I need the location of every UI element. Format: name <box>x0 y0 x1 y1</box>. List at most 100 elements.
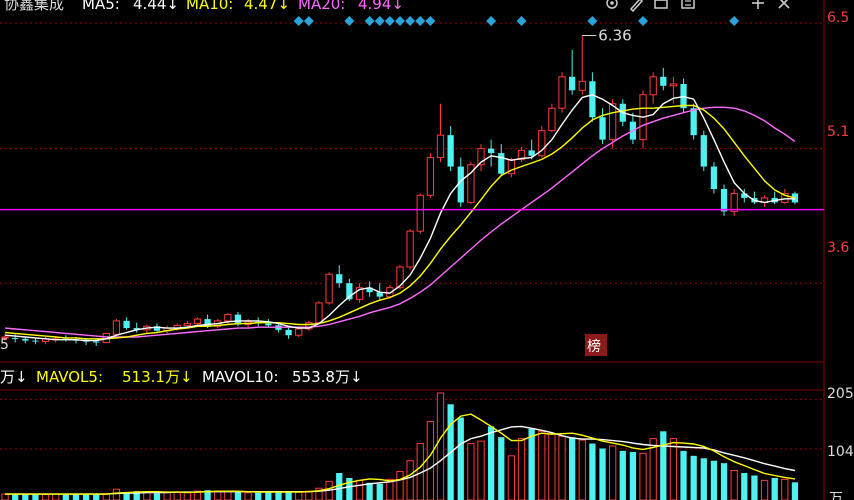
candlestick-series <box>1 35 799 346</box>
volume-bar <box>751 475 758 500</box>
volume-bar <box>700 458 707 500</box>
candle-body <box>599 117 606 140</box>
volume-bar <box>133 491 140 500</box>
candle-body <box>336 274 343 284</box>
candle-body <box>204 319 211 327</box>
candle-body <box>366 287 373 293</box>
volume-tick-label: 104 <box>827 444 854 460</box>
list-icon[interactable] <box>681 0 695 9</box>
candle-body <box>193 318 202 325</box>
volume-bar <box>255 492 262 500</box>
signal-marker-icon <box>729 16 740 26</box>
price-tick-label: 6.5 <box>827 10 849 26</box>
candle-body <box>578 80 586 91</box>
candle-body <box>234 314 242 325</box>
volume-bar <box>366 482 373 500</box>
volume-bar <box>498 437 505 500</box>
volume-bar <box>680 450 687 500</box>
volume-bar <box>22 494 29 500</box>
volume-bar <box>639 452 647 500</box>
candle-body <box>548 107 556 132</box>
high-price-annotation: 6.36 <box>582 27 632 45</box>
candle-body <box>153 326 161 331</box>
moving-average-lines <box>5 94 796 342</box>
volume-bar <box>538 430 546 500</box>
candle-body <box>22 338 29 341</box>
candle-body <box>305 322 313 330</box>
volume-bar <box>619 450 626 500</box>
signal-marker-icon <box>293 16 304 26</box>
candle-body <box>355 287 364 300</box>
volume-average-lines <box>5 413 796 495</box>
candle-body <box>538 130 546 157</box>
candle-body <box>224 314 232 322</box>
candle-body <box>589 81 596 118</box>
stock-name: 协鑫集成 <box>4 0 64 13</box>
ma5-value: 4.44↓ <box>133 0 179 13</box>
signal-marker-icon <box>395 16 405 26</box>
volume-bar <box>224 490 232 500</box>
candle-body <box>295 328 303 336</box>
volume-bar <box>569 437 576 500</box>
ma10-label: MA10: <box>186 0 233 13</box>
volume-bar <box>41 494 50 500</box>
print-icon[interactable] <box>654 0 668 9</box>
ma5-label: MA5: <box>82 0 120 13</box>
candle-body <box>507 158 516 175</box>
volume-bar <box>1 493 9 500</box>
volume-bar <box>669 438 678 500</box>
ranking-badge[interactable]: 榜 <box>585 334 607 356</box>
volume-bar <box>599 448 606 500</box>
candle-body <box>730 192 738 212</box>
volume-bar <box>355 479 364 500</box>
candle-body <box>325 273 333 304</box>
volume-bar <box>112 488 121 500</box>
volume-bar <box>457 417 464 500</box>
candle-body <box>285 329 292 336</box>
candle-body <box>346 283 353 300</box>
volume-bar <box>275 491 282 500</box>
plus-icon[interactable] <box>752 0 764 9</box>
close-icon[interactable] <box>778 0 790 9</box>
candle-body <box>396 266 404 289</box>
candle-body <box>558 76 566 109</box>
signal-marker-icon <box>516 16 527 26</box>
candle-body <box>781 192 789 203</box>
mavol5-value: 513.1万↓ <box>122 368 193 386</box>
candle-body <box>12 337 19 339</box>
volume-bar <box>163 492 171 500</box>
volume-bar <box>214 490 222 500</box>
candle-body <box>315 302 323 324</box>
candle-body <box>649 76 657 96</box>
signal-marker-icon <box>303 16 314 26</box>
candle-body <box>406 230 414 268</box>
volume-bar <box>204 490 211 500</box>
volume-bar <box>488 426 495 500</box>
pen-icon[interactable] <box>629 0 644 13</box>
volume-bar <box>477 440 485 500</box>
volume-bar <box>396 471 404 500</box>
volume-bar <box>285 491 292 500</box>
candle-body <box>690 108 697 136</box>
volume-bar <box>52 493 60 500</box>
mavol10-label: MAVOL10: <box>202 368 279 386</box>
signal-marker-icon <box>405 16 416 26</box>
candle-body <box>457 166 464 203</box>
price-tick-label: 3.6 <box>827 240 849 256</box>
ma20-line <box>5 106 796 338</box>
candle-body <box>467 164 475 203</box>
volume-bar <box>143 492 151 500</box>
volume-bar <box>548 433 556 500</box>
settings-icon[interactable] <box>606 0 618 9</box>
candle-body <box>710 166 718 189</box>
volume-bar <box>32 494 39 500</box>
candle-body <box>477 148 485 166</box>
candle-body <box>133 328 140 330</box>
signal-marker-icon <box>587 16 598 26</box>
candle-body <box>528 150 535 156</box>
ranking-badge-bg <box>585 334 607 356</box>
candle-body <box>447 135 454 167</box>
ma10-value: 4.47↓ <box>244 0 290 13</box>
